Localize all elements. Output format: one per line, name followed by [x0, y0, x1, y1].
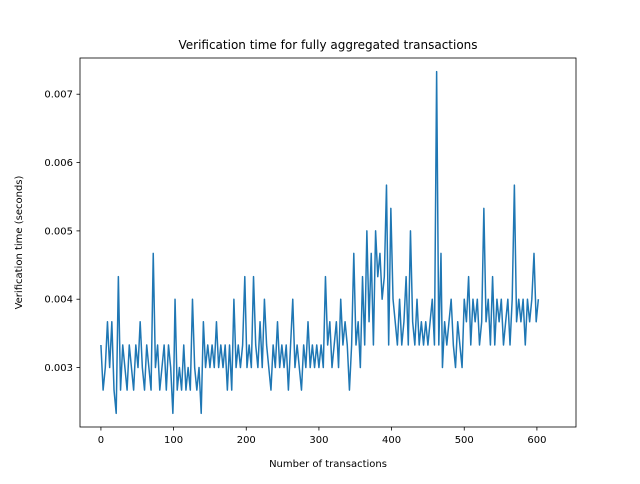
x-axis-label: Number of transactions [269, 459, 387, 470]
x-tick-label: 0 [98, 435, 104, 446]
y-tick-label: 0.004 [44, 295, 73, 306]
x-tick-label: 400 [382, 435, 401, 446]
chart-title: Verification time for fully aggregated t… [178, 38, 477, 52]
y-axis-label: Verification time (seconds) [14, 176, 25, 310]
plot-frame [79, 57, 577, 428]
x-tick-label: 500 [455, 435, 474, 446]
x-axis-ticks: 0 100 200 300 400 500 600 [98, 427, 546, 446]
plot-area [100, 70, 540, 415]
y-tick-label: 0.006 [44, 158, 73, 169]
x-tick-label: 200 [237, 435, 256, 446]
y-tick-label: 0.005 [44, 226, 73, 237]
x-tick-label: 100 [164, 435, 183, 446]
y-tick-label: 0.003 [44, 363, 73, 374]
x-tick-label: 300 [309, 435, 328, 446]
y-axis-ticks: 0.003 0.004 0.005 0.006 0.007 [44, 90, 80, 374]
x-tick-label: 600 [527, 435, 546, 446]
y-tick-label: 0.007 [44, 90, 73, 101]
series-line-verification_time [100, 70, 540, 415]
